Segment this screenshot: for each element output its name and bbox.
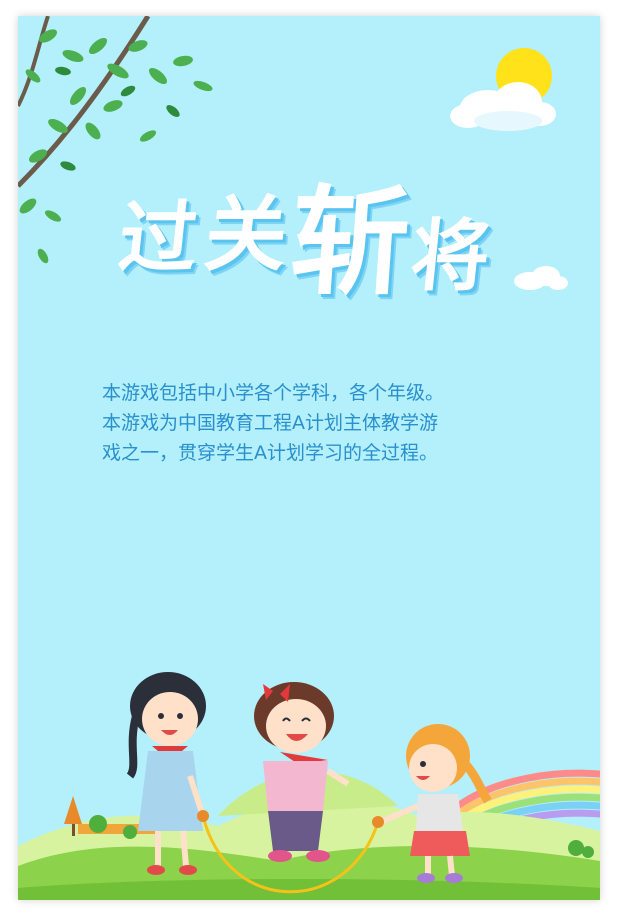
- girl-middle: [254, 682, 350, 862]
- game-description: 本游戏包括中小学各个学科，各个年级。 本游戏为中国教育工程A计划主体教学游 戏之…: [102, 378, 542, 468]
- title-char-4: 将: [406, 212, 495, 302]
- description-line-1: 本游戏包括中小学各个学科，各个年级。: [102, 382, 445, 404]
- girl-left: [126, 672, 209, 875]
- game-intro-card: 过 关 斩 将 本游戏包括中小学各个学科，各个年级。 本游戏为中国教育工程A计划…: [18, 16, 600, 900]
- title-char-1: 过: [114, 194, 203, 284]
- description-line-3: 戏之一，贯穿学生A计划学习的全过程。: [102, 442, 438, 464]
- cloud-icon: [450, 82, 556, 131]
- title-char-3: 斩: [286, 173, 415, 311]
- small-cloud-icon: [514, 266, 568, 290]
- scene-background: [18, 16, 600, 900]
- description-line-2: 本游戏为中国教育工程A计划主体教学游: [102, 412, 438, 434]
- title-char-2: 关: [200, 188, 293, 283]
- children-jumping-rope-icon: [126, 672, 492, 894]
- game-title: 过 关 斩 将: [114, 146, 514, 346]
- tree-branch-icon: [18, 16, 213, 264]
- girl-right: [372, 724, 492, 883]
